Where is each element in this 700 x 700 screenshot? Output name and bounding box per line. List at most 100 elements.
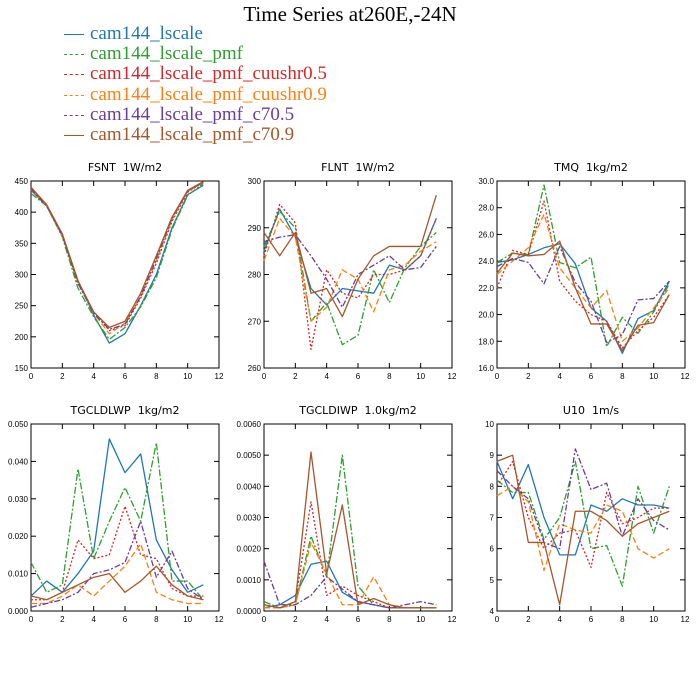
x-tick-label: 2 bbox=[60, 372, 65, 381]
x-tick-label: 4 bbox=[91, 372, 96, 381]
series-line bbox=[30, 181, 204, 335]
x-tick-label: 0 bbox=[29, 372, 34, 381]
chart-panel: 0 2 4 6 8 10 12 4 5 6 7 8 9 10 bbox=[485, 420, 690, 624]
x-tick-label: 10 bbox=[416, 615, 425, 624]
x-tick-label: 10 bbox=[416, 372, 425, 381]
series-line bbox=[496, 213, 670, 342]
y-tick-label: 0.050 bbox=[8, 420, 29, 429]
panel-variable: FSNT bbox=[87, 161, 116, 174]
series-line bbox=[263, 454, 437, 609]
series-line bbox=[496, 485, 670, 572]
x-tick-label: 4 bbox=[324, 615, 329, 624]
x-tick-label: 2 bbox=[60, 615, 65, 624]
panel-units: 1m/s bbox=[591, 404, 620, 417]
x-tick-label: 0 bbox=[262, 615, 267, 624]
legend-swatch bbox=[64, 134, 84, 136]
x-tick-label: 4 bbox=[557, 372, 562, 381]
y-tick-label: 200 bbox=[15, 333, 29, 342]
y-tick-label: 280 bbox=[248, 271, 262, 280]
legend-swatch bbox=[64, 94, 84, 96]
x-tick-label: 2 bbox=[293, 372, 298, 381]
series-line bbox=[30, 442, 204, 601]
panel-title: U10 1m/s bbox=[497, 404, 685, 417]
y-tick-label: 0.0060 bbox=[237, 420, 262, 429]
series-line bbox=[496, 245, 670, 344]
chart-panel: 0 2 4 6 8 10 12 0.000 0.010 0.020 0.030 0.040 0.050 bbox=[8, 420, 224, 624]
series-line bbox=[496, 240, 670, 352]
y-tick-label: 26.0 bbox=[478, 230, 494, 239]
y-tick-label: 9 bbox=[490, 451, 495, 460]
y-tick-label: 0.000 bbox=[8, 607, 29, 616]
x-tick-label: 8 bbox=[387, 372, 392, 381]
series-line bbox=[496, 454, 670, 606]
x-tick-label: 6 bbox=[356, 615, 361, 624]
y-tick-label: 8 bbox=[490, 482, 495, 491]
series-line bbox=[263, 560, 437, 609]
x-tick-label: 10 bbox=[183, 372, 192, 381]
legend-swatch bbox=[64, 54, 84, 56]
panel-title: FSNT 1W/m2 bbox=[31, 161, 219, 174]
y-tick-label: 0.0030 bbox=[237, 514, 262, 523]
legend-label: cam144_lscale_pmf_c70.9 bbox=[90, 123, 295, 145]
series-line bbox=[31, 505, 204, 601]
x-tick-label: 0 bbox=[262, 372, 267, 381]
panel-variable: TGCLDLWP bbox=[70, 404, 131, 417]
series-line bbox=[30, 438, 204, 597]
x-tick-label: 8 bbox=[620, 615, 625, 624]
series-line bbox=[30, 181, 204, 332]
series-line bbox=[496, 460, 670, 587]
legend-label: cam144_lscale_pmf_cuushr0.9 bbox=[90, 83, 327, 105]
x-tick-label: 8 bbox=[154, 615, 159, 624]
series-line bbox=[496, 200, 670, 349]
x-tick-label: 0 bbox=[495, 615, 500, 624]
x-tick-label: 2 bbox=[526, 372, 531, 381]
panel-title: TGCLDLWP 1kg/m2 bbox=[31, 404, 219, 417]
plot-frame bbox=[496, 423, 686, 612]
x-tick-label: 0 bbox=[29, 615, 34, 624]
y-tick-label: 10 bbox=[485, 420, 494, 429]
y-tick-label: 150 bbox=[15, 364, 29, 373]
x-tick-label: 12 bbox=[215, 615, 224, 624]
x-tick-label: 4 bbox=[91, 615, 96, 624]
y-tick-label: 6 bbox=[490, 545, 495, 554]
y-tick-label: 18.0 bbox=[478, 337, 494, 346]
chart-panel: 0 2 4 6 8 10 12 260 270 280 290 300 bbox=[248, 177, 457, 381]
y-tick-label: 30.0 bbox=[478, 177, 494, 186]
y-tick-label: 0.040 bbox=[8, 457, 29, 466]
y-tick-label: 270 bbox=[248, 317, 262, 326]
plot-frame bbox=[263, 423, 453, 612]
chart-panel: 0 2 4 6 8 10 12 16.0 18.0 20.0 22.0 24.0 26.0 28.0 30.… bbox=[478, 177, 690, 381]
y-tick-label: 20.0 bbox=[478, 311, 494, 320]
x-tick-label: 8 bbox=[620, 372, 625, 381]
figure-title: Time Series at260E,-24N bbox=[243, 2, 457, 26]
panel-units: 1kg/m2 bbox=[586, 161, 628, 174]
series-line bbox=[30, 181, 204, 331]
y-tick-label: 28.0 bbox=[478, 204, 494, 213]
y-tick-label: 0.0040 bbox=[237, 482, 262, 491]
x-tick-label: 10 bbox=[183, 615, 192, 624]
x-tick-label: 6 bbox=[589, 372, 594, 381]
x-tick-label: 10 bbox=[649, 372, 658, 381]
plot-frame bbox=[496, 180, 686, 369]
series-line bbox=[30, 565, 204, 601]
panel-variable: U10 bbox=[562, 404, 585, 417]
series-line bbox=[263, 210, 437, 346]
y-tick-label: 0.020 bbox=[8, 532, 29, 541]
x-tick-label: 6 bbox=[123, 372, 128, 381]
x-tick-label: 8 bbox=[154, 372, 159, 381]
panel-units: 1W/m2 bbox=[122, 161, 163, 174]
legend-label: cam144_lscale_pmf_c70.5 bbox=[90, 103, 295, 125]
series-line bbox=[263, 560, 437, 609]
series-line bbox=[496, 184, 670, 348]
chart-panel: 0 2 4 6 8 10 12 0.0000 0.0010 0.0020 0.0030 0.0040 0… bbox=[237, 420, 457, 624]
y-tick-label: 400 bbox=[15, 208, 29, 217]
y-tick-label: 22.0 bbox=[478, 284, 494, 293]
y-tick-label: 300 bbox=[248, 177, 262, 186]
x-tick-label: 12 bbox=[215, 372, 224, 381]
series-line bbox=[30, 181, 204, 329]
panel-units: 1.0kg/m2 bbox=[364, 404, 417, 417]
legend-label: cam144_lscale_pmf bbox=[90, 43, 244, 65]
series-line bbox=[496, 448, 670, 550]
series-line bbox=[30, 182, 204, 340]
x-tick-label: 12 bbox=[448, 615, 457, 624]
